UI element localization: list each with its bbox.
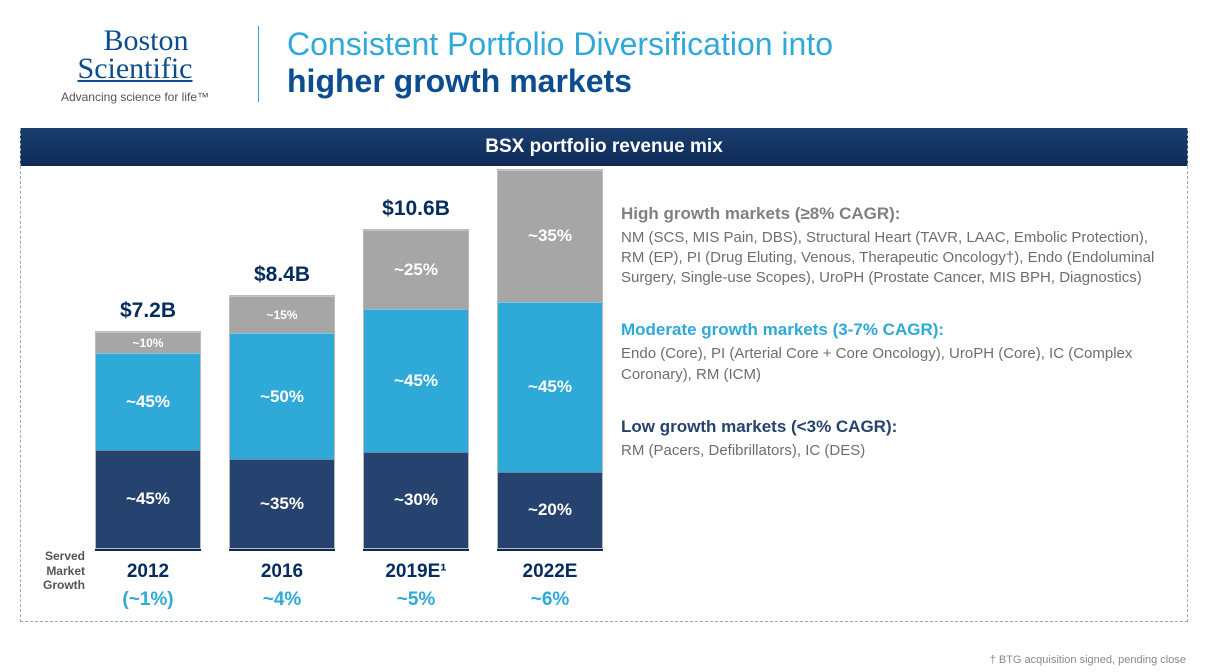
legend: High growth markets (≥8% CAGR): NM (SCS, …	[621, 194, 1169, 611]
legend-desc: NM (SCS, MIS Pain, DBS), Structural Hear…	[621, 228, 1163, 289]
growth-label: ~6%	[531, 589, 570, 611]
bar-column: $10.6B ~30%~45%~25% 2019E¹ ~5%	[363, 197, 469, 611]
header-divider	[258, 26, 259, 102]
growth-label: ~5%	[397, 589, 436, 611]
bar-segment-low: ~20%	[498, 472, 602, 548]
bars-row: $7.2B~45%~45%~10%2012(~1%)$8.4B~35%~50%~…	[95, 137, 603, 611]
bar-segment-high: ~35%	[498, 170, 602, 302]
legend-desc: Endo (Core), PI (Arterial Core + Core On…	[621, 344, 1163, 385]
legend-title: High growth markets (≥8% CAGR):	[621, 204, 1163, 224]
baseline	[497, 549, 603, 551]
baseline	[229, 549, 335, 551]
bar-segment-moderate: ~45%	[498, 302, 602, 472]
chart: ServedMarketGrowth $7.2B~45%~45%~10%2012…	[39, 194, 603, 611]
bar-segment-moderate: ~45%	[364, 309, 468, 452]
bar-segment-moderate: ~50%	[230, 333, 334, 459]
title-line2: higher growth markets	[287, 63, 833, 100]
header: Boston Scientific Advancing science for …	[0, 0, 1208, 118]
legend-item: Moderate growth markets (3-7% CAGR): Endo…	[621, 320, 1163, 385]
legend-item: High growth markets (≥8% CAGR): NM (SCS, …	[621, 204, 1163, 289]
bar-column: $7.2B~45%~45%~10%2012(~1%)	[95, 299, 201, 611]
bar-stack: ~45%~45%~10%	[95, 331, 201, 549]
x-label: 2019E¹	[385, 561, 446, 583]
bar-segment-high: ~15%	[230, 296, 334, 334]
bar-top-label: $7.2B	[120, 299, 176, 325]
title-line1: Consistent Portfolio Diversification int…	[287, 26, 833, 63]
y-axis-label: ServedMarketGrowth	[39, 549, 85, 610]
bar-stack: ~30%~45%~25%	[363, 229, 469, 549]
baseline	[95, 549, 201, 551]
legend-title: Moderate growth markets (3-7% CAGR):	[621, 320, 1163, 340]
content-area: ServedMarketGrowth $7.2B~45%~45%~10%2012…	[20, 166, 1188, 622]
x-label: 2022E	[523, 561, 578, 583]
x-label: 2016	[261, 561, 303, 583]
baseline	[363, 549, 469, 551]
legend-item: Low growth markets (<3% CAGR): RM (Pacers…	[621, 417, 1163, 461]
logo-line1: Boston	[103, 28, 188, 54]
bar-stack: ~35%~50%~15%	[229, 295, 335, 549]
logo-tagline: Advancing science for life™	[61, 90, 209, 104]
bar-segment-low: ~35%	[230, 459, 334, 547]
footnote: † BTG acquisition signed, pending close	[990, 654, 1186, 666]
legend-title: Low growth markets (<3% CAGR):	[621, 417, 1163, 437]
bar-segment-high: ~25%	[364, 230, 468, 310]
growth-label: ~4%	[263, 589, 302, 611]
bar-top-label: $8.4B	[254, 263, 310, 289]
bar-column: $8.4B ~35%~50%~15% 2016 ~4%	[229, 263, 335, 611]
bar-segment-high: ~10%	[96, 332, 200, 354]
logo-line2: Scientific	[78, 54, 193, 84]
x-label: 2012	[127, 561, 169, 583]
bar-stack: ~20%~45%~35%	[497, 169, 603, 549]
bar-segment-moderate: ~45%	[96, 353, 200, 450]
growth-label: (~1%)	[122, 589, 173, 611]
bar-top-label: $10.6B	[382, 197, 450, 223]
bar-segment-low: ~45%	[96, 450, 200, 547]
bar-segment-low: ~30%	[364, 452, 468, 547]
logo: Boston Scientific Advancing science for …	[40, 24, 230, 104]
bar-column: ~20%~45%~35% 2022E ~6%	[497, 137, 603, 611]
legend-desc: RM (Pacers, Defibrillators), IC (DES)	[621, 441, 1163, 461]
slide-title: Consistent Portfolio Diversification int…	[287, 24, 833, 100]
